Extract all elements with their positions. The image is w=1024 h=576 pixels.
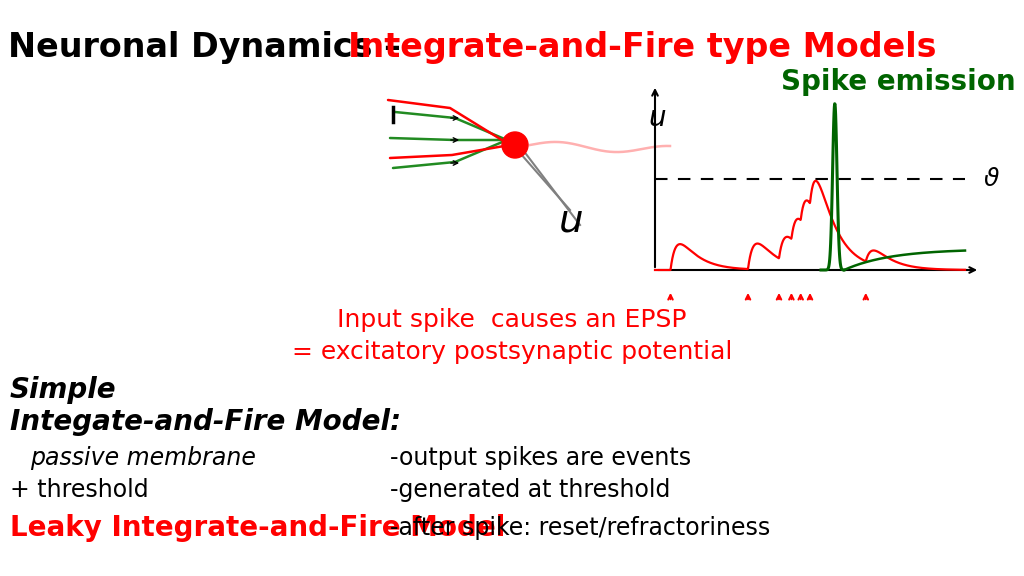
Text: $\mathit{u}$: $\mathit{u}$ [557, 201, 583, 239]
Circle shape [502, 132, 528, 158]
Text: -after spike: reset/refractoriness: -after spike: reset/refractoriness [390, 516, 770, 540]
Text: passive membrane: passive membrane [30, 446, 256, 470]
Text: Neuronal Dynamics –: Neuronal Dynamics – [8, 32, 413, 65]
Text: Leaky Integrate-and-Fire Model: Leaky Integrate-and-Fire Model [10, 514, 506, 542]
Text: -output spikes are events: -output spikes are events [390, 446, 691, 470]
Text: $\vartheta$: $\vartheta$ [983, 167, 1000, 191]
Text: Integrate-and-Fire type Models: Integrate-and-Fire type Models [348, 32, 937, 65]
Text: Simple: Simple [10, 376, 117, 404]
Text: $\mathit{u}$: $\mathit{u}$ [648, 104, 667, 132]
Text: Spike emission: Spike emission [781, 68, 1016, 96]
Text: = excitatory postsynaptic potential: = excitatory postsynaptic potential [292, 340, 732, 364]
Text: + threshold: + threshold [10, 478, 148, 502]
Text: Input spike  causes an EPSP: Input spike causes an EPSP [337, 308, 687, 332]
Text: Integate-and-Fire Model:: Integate-and-Fire Model: [10, 408, 401, 436]
Text: -generated at threshold: -generated at threshold [390, 478, 671, 502]
